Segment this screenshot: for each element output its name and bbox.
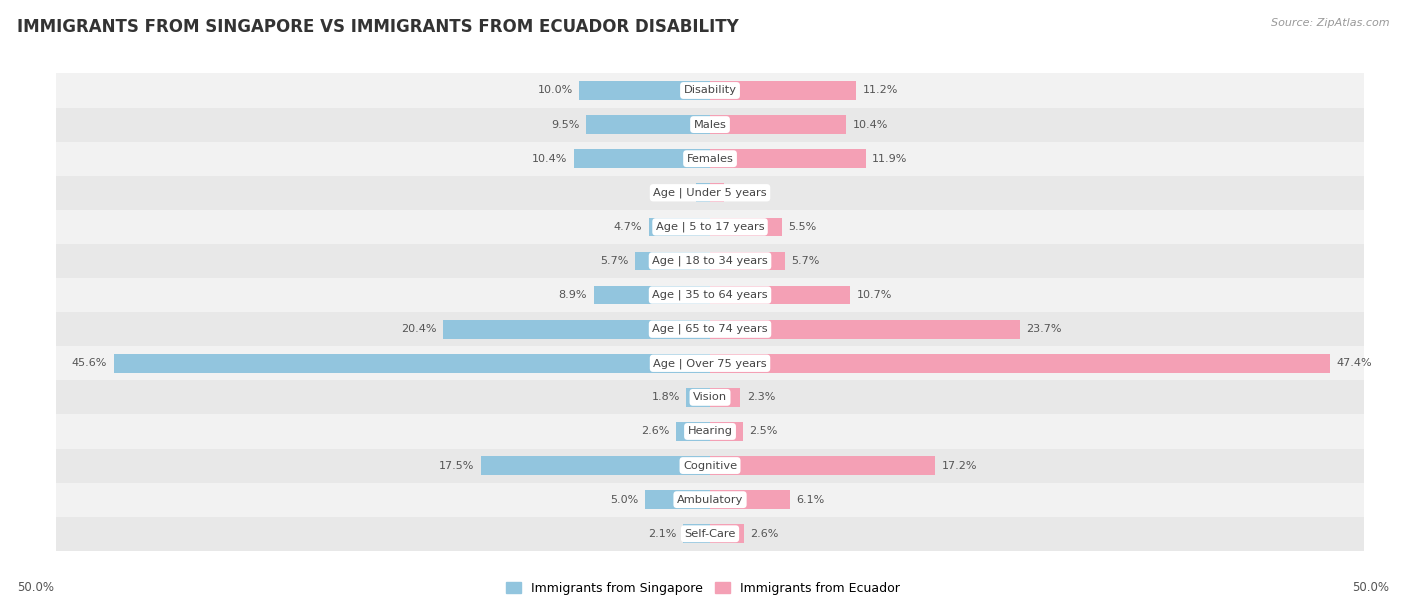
Text: 1.8%: 1.8% (651, 392, 681, 402)
Text: 10.0%: 10.0% (537, 86, 572, 95)
Text: 2.1%: 2.1% (648, 529, 676, 539)
Bar (443, 320, 710, 338)
Text: 50.0%: 50.0% (17, 581, 53, 594)
Bar (710, 81, 856, 100)
Bar (710, 217, 782, 236)
Text: 4.7%: 4.7% (613, 222, 643, 232)
Text: Age | Under 5 years: Age | Under 5 years (654, 187, 766, 198)
Bar (710, 422, 742, 441)
Text: Disability: Disability (683, 86, 737, 95)
Text: 5.5%: 5.5% (789, 222, 817, 232)
Text: Age | 18 to 34 years: Age | 18 to 34 years (652, 256, 768, 266)
Bar (710, 320, 1019, 338)
Text: 1.1%: 1.1% (661, 188, 689, 198)
Bar (676, 422, 710, 441)
Text: 47.4%: 47.4% (1336, 358, 1372, 368)
Bar (56, 210, 1364, 244)
Text: 2.6%: 2.6% (751, 529, 779, 539)
Text: Age | Over 75 years: Age | Over 75 years (654, 358, 766, 368)
Text: Females: Females (686, 154, 734, 163)
Text: 45.6%: 45.6% (72, 358, 107, 368)
Bar (648, 217, 710, 236)
Bar (710, 115, 846, 134)
Bar (56, 176, 1364, 210)
Text: 5.0%: 5.0% (610, 494, 638, 505)
Bar (710, 184, 724, 202)
Bar (710, 286, 851, 304)
Bar (579, 81, 710, 100)
Text: Self-Care: Self-Care (685, 529, 735, 539)
Text: 2.3%: 2.3% (747, 392, 775, 402)
Text: 8.9%: 8.9% (558, 290, 588, 300)
Bar (574, 149, 710, 168)
Text: Age | 5 to 17 years: Age | 5 to 17 years (655, 222, 765, 232)
Text: 2.6%: 2.6% (641, 427, 669, 436)
Text: 1.1%: 1.1% (731, 188, 759, 198)
Bar (114, 354, 710, 373)
Legend: Immigrants from Singapore, Immigrants from Ecuador: Immigrants from Singapore, Immigrants fr… (501, 577, 905, 600)
Bar (56, 278, 1364, 312)
Text: 17.5%: 17.5% (439, 461, 475, 471)
Bar (56, 108, 1364, 141)
Bar (710, 524, 744, 543)
Text: 9.5%: 9.5% (551, 119, 579, 130)
Bar (586, 115, 710, 134)
Bar (636, 252, 710, 271)
Text: 10.7%: 10.7% (856, 290, 891, 300)
Bar (710, 354, 1330, 373)
Text: Ambulatory: Ambulatory (676, 494, 744, 505)
Bar (56, 244, 1364, 278)
Bar (56, 380, 1364, 414)
Bar (686, 388, 710, 407)
Text: Males: Males (693, 119, 727, 130)
Text: Age | 35 to 64 years: Age | 35 to 64 years (652, 290, 768, 300)
Text: 10.4%: 10.4% (852, 119, 889, 130)
Bar (644, 490, 710, 509)
Bar (710, 490, 790, 509)
Bar (682, 524, 710, 543)
Text: 11.2%: 11.2% (863, 86, 898, 95)
Text: Cognitive: Cognitive (683, 461, 737, 471)
Text: Vision: Vision (693, 392, 727, 402)
Bar (710, 388, 740, 407)
Bar (56, 346, 1364, 380)
Text: Hearing: Hearing (688, 427, 733, 436)
Text: Source: ZipAtlas.com: Source: ZipAtlas.com (1271, 18, 1389, 28)
Text: 5.7%: 5.7% (792, 256, 820, 266)
Text: 17.2%: 17.2% (942, 461, 977, 471)
Text: 2.5%: 2.5% (749, 427, 778, 436)
Text: IMMIGRANTS FROM SINGAPORE VS IMMIGRANTS FROM ECUADOR DISABILITY: IMMIGRANTS FROM SINGAPORE VS IMMIGRANTS … (17, 18, 738, 36)
Bar (710, 252, 785, 271)
Bar (710, 456, 935, 475)
Bar (56, 141, 1364, 176)
Bar (696, 184, 710, 202)
Text: 20.4%: 20.4% (401, 324, 437, 334)
Text: 10.4%: 10.4% (531, 154, 568, 163)
Bar (56, 73, 1364, 108)
Text: 11.9%: 11.9% (872, 154, 907, 163)
Bar (56, 312, 1364, 346)
Bar (56, 449, 1364, 483)
Text: 5.7%: 5.7% (600, 256, 628, 266)
Bar (593, 286, 710, 304)
Text: 6.1%: 6.1% (796, 494, 824, 505)
Bar (710, 149, 866, 168)
Bar (56, 483, 1364, 517)
Text: 23.7%: 23.7% (1026, 324, 1062, 334)
Text: 50.0%: 50.0% (1353, 581, 1389, 594)
Bar (481, 456, 710, 475)
Text: Age | 65 to 74 years: Age | 65 to 74 years (652, 324, 768, 334)
Bar (56, 414, 1364, 449)
Bar (56, 517, 1364, 551)
